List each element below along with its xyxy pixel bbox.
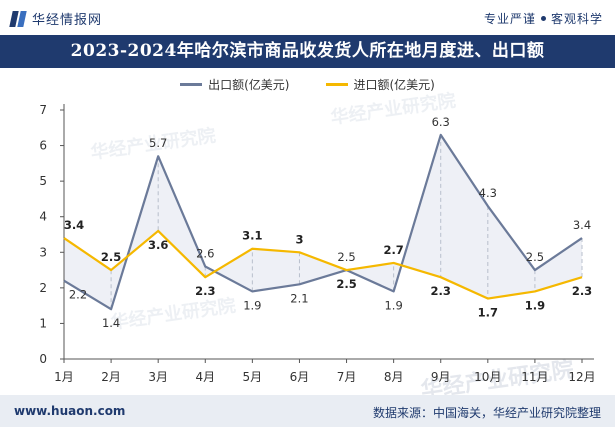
data-label-export: 4.3	[479, 186, 497, 200]
series-gap-area	[64, 134, 582, 310]
y-tick-label: 7	[39, 103, 47, 117]
data-label-import: 3	[295, 232, 303, 246]
x-tick-label: 10月	[474, 370, 501, 384]
data-label-export: 2.2	[69, 288, 87, 302]
data-label-import: 2.3	[195, 284, 215, 298]
data-label-export: 1.4	[102, 316, 120, 330]
data-label-import: 2.3	[572, 284, 592, 298]
slogan-right: 客观科学	[550, 12, 603, 26]
data-label-export: 1.9	[384, 298, 402, 312]
y-tick-label: 6	[39, 139, 47, 153]
y-tick-label: 2	[39, 281, 47, 295]
legend-item-export[interactable]: 出口额(亿美元)	[180, 76, 290, 93]
y-tick-label: 3	[39, 245, 47, 259]
data-label-import: 3.4	[64, 218, 84, 232]
series-line-export	[63, 133, 583, 311]
data-label-export: 1.9	[243, 298, 261, 312]
data-label-import: 1.9	[525, 298, 545, 312]
slogan-left: 专业严谨	[483, 12, 536, 26]
data-label-import: 1.7	[478, 306, 498, 320]
series-line-import	[63, 229, 583, 300]
data-label-export: 3.4	[573, 218, 591, 232]
data-label-export: 2.5	[526, 250, 544, 264]
x-tick-label: 6月	[290, 370, 310, 384]
data-label-export: 6.3	[432, 115, 450, 129]
data-label-import: 2.5	[101, 250, 121, 264]
x-tick-label: 5月	[243, 370, 263, 384]
legend-label-import: 进口额(亿美元)	[353, 77, 435, 92]
footer-source: 数据来源：中国海关，华经产业研究院整理	[372, 406, 601, 420]
data-label-export: 2.1	[290, 291, 308, 305]
x-tick-label: 9月	[431, 370, 451, 384]
data-label-import: 2.3	[431, 284, 451, 298]
legend-item-import[interactable]: 进口额(亿美元)	[325, 76, 435, 93]
legend-swatch-import	[325, 82, 348, 86]
bullet-icon	[540, 16, 546, 21]
footer: www.huaon.com 数据来源：中国海关，华经产业研究院整理	[0, 395, 615, 427]
x-tick-label: 3月	[148, 370, 168, 384]
y-tick-label: 4	[39, 210, 47, 224]
top-bar: 华经情报网 专业严谨 客观科学	[0, 0, 615, 35]
x-tick-label: 4月	[195, 370, 215, 384]
line-chart: 0 1 2 3 4 5 6 7 1月 2月 3月 4月 5月 6月 7月 8月 9月 10月 11月 12月 2.2 3.…	[39, 103, 595, 384]
x-tick-label: 2月	[101, 370, 121, 384]
chart-title: 2023-2024年哈尔滨市商品收发货人所在地月度进、出口额	[0, 35, 615, 68]
y-tick-label: 5	[39, 174, 47, 188]
x-tick-label: 1月	[54, 370, 74, 384]
legend-swatch-export	[180, 82, 203, 86]
x-tick-label: 12月	[568, 370, 595, 384]
y-tick-label: 1	[39, 316, 47, 330]
brand-name: 华经情报网	[32, 13, 103, 28]
data-label-import: 3.1	[242, 229, 262, 243]
data-label-export: 5.7	[149, 136, 167, 150]
slogan: 专业严谨 客观科学	[484, 10, 603, 27]
x-tick-label: 8月	[384, 370, 404, 384]
brand[interactable]: 华经情报网	[9, 9, 103, 28]
legend-label-export: 出口额(亿美元)	[208, 77, 290, 92]
x-tick-label: 11月	[521, 370, 548, 384]
data-label-export: 2.6	[196, 247, 214, 261]
data-label-export: 2.5	[337, 250, 355, 264]
data-label-import: 2.7	[383, 243, 403, 257]
data-label-import: 2.5	[336, 277, 356, 291]
x-tick-label: 7月	[337, 370, 357, 384]
y-tick-label: 0	[39, 352, 47, 366]
data-label-import: 3.6	[148, 238, 168, 252]
footer-url[interactable]: www.huaon.com	[14, 404, 126, 418]
legend: 出口额(亿美元) 进口额(亿美元)	[0, 74, 615, 94]
